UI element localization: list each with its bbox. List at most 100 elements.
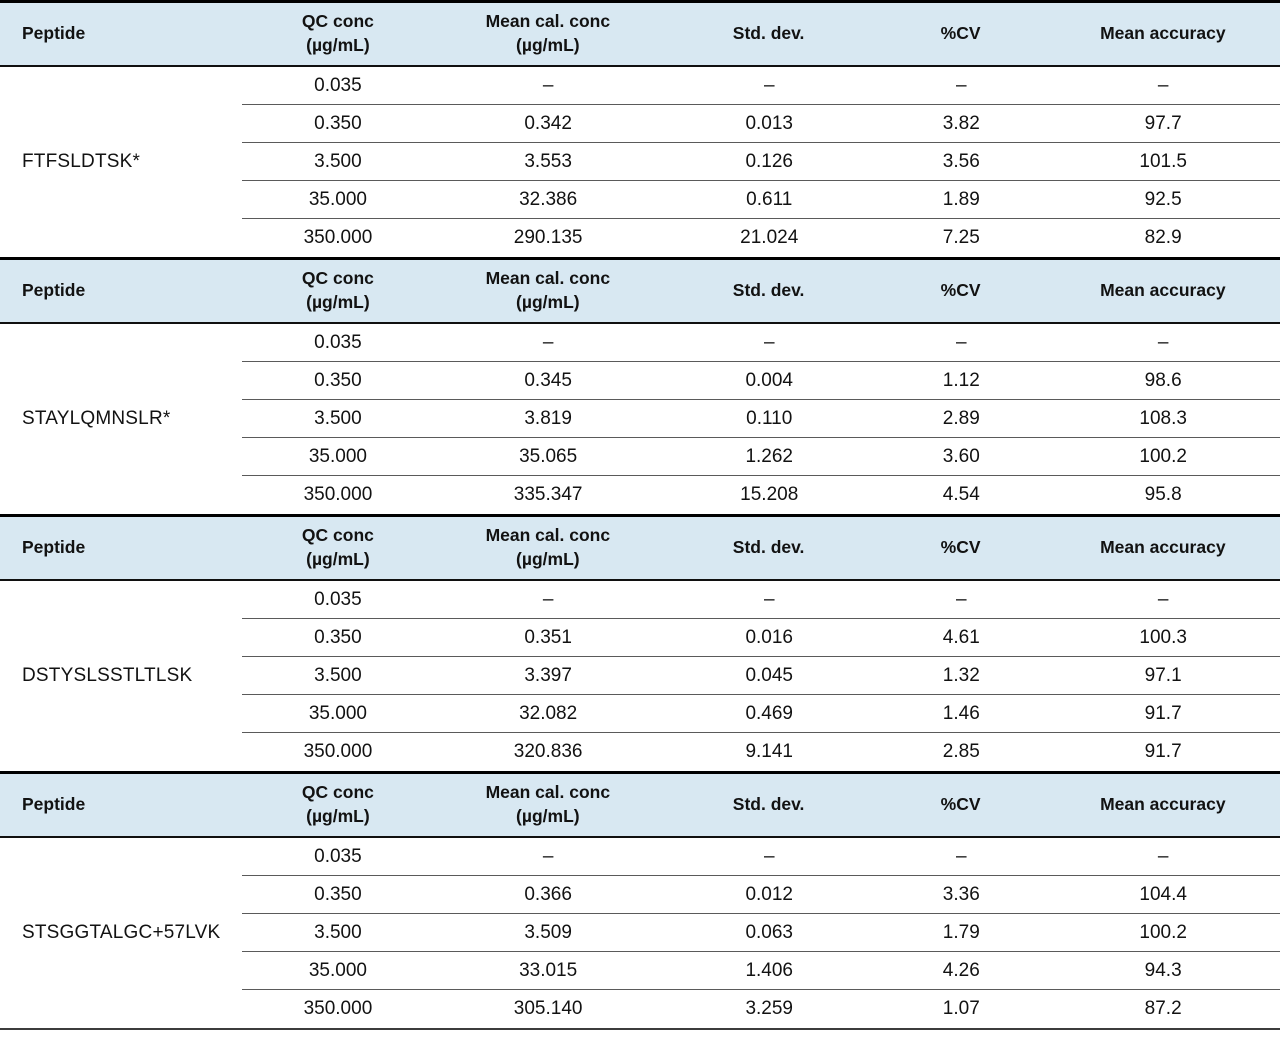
cell-std-dev: 15.208 — [740, 484, 799, 505]
column-header-qc-conc-unit: (µg/mL) — [306, 292, 370, 312]
column-header-mean-accuracy: Mean accuracy — [1100, 794, 1226, 815]
cell-mean-cal-conc: 35.065 — [519, 445, 578, 467]
cell-cv: 2.85 — [942, 741, 980, 762]
cell-cv: 2.89 — [942, 407, 980, 429]
cell-qc-conc: 3.500 — [314, 921, 362, 943]
cell-cv: 4.61 — [942, 626, 980, 648]
table-row: 3.500 3.397 0.045 1.32 97.1 — [241, 657, 1280, 695]
column-header-mean-cal-conc-label: Mean cal. conc — [485, 782, 611, 803]
section-data-rows: 0.035 – – – – 0.350 0.345 0.004 1.12 98.6 3.500 3.8… — [241, 324, 1280, 514]
cell-mean-cal-conc: – — [542, 588, 554, 610]
cell-mean-cal-conc: – — [542, 74, 554, 96]
cell-qc-conc: 3.500 — [314, 407, 362, 429]
cell-mean-accuracy: 94.3 — [1144, 959, 1182, 981]
table-row: 0.350 0.342 0.013 3.82 97.7 — [241, 105, 1280, 143]
cell-qc-conc: 35.000 — [308, 959, 367, 981]
cell-qc-conc: 350.000 — [303, 227, 373, 248]
cell-std-dev: 0.045 — [745, 664, 793, 686]
peptide-name-cell: STSGGTALGC+57LVK — [22, 922, 221, 943]
cell-mean-cal-conc: 3.553 — [524, 150, 572, 172]
cell-mean-accuracy: 98.6 — [1144, 369, 1182, 391]
cell-mean-accuracy: – — [1157, 845, 1169, 867]
column-header-mean-cal-conc: Mean cal. conc (µg/mL) — [434, 524, 662, 571]
column-header-mean-cal-conc-label: Mean cal. conc — [485, 11, 611, 32]
cell-mean-cal-conc: 33.015 — [519, 959, 578, 981]
table-row: 0.035 – – – – — [241, 324, 1280, 362]
column-header-qc-conc: QC conc (µg/mL) — [242, 524, 434, 571]
cell-cv: 3.60 — [942, 445, 980, 467]
cell-cv: 1.89 — [942, 188, 980, 210]
cell-qc-conc: 35.000 — [308, 445, 367, 467]
cell-cv: 3.36 — [942, 883, 980, 905]
cell-mean-accuracy: – — [1157, 74, 1169, 96]
cell-qc-conc: 350.000 — [303, 998, 373, 1019]
cell-mean-accuracy: 95.8 — [1144, 484, 1182, 505]
column-header-qc-conc-unit: (µg/mL) — [306, 549, 370, 569]
table-row: 3.500 3.819 0.110 2.89 108.3 — [241, 400, 1280, 438]
column-header-peptide: Peptide — [22, 23, 86, 44]
cell-qc-conc: 0.035 — [314, 331, 362, 353]
cell-mean-accuracy: 100.2 — [1139, 921, 1187, 943]
cell-cv: – — [955, 588, 967, 610]
table-row: 350.000 290.135 21.024 7.25 82.9 — [242, 219, 1280, 257]
column-header-mean-accuracy: Mean accuracy — [1100, 23, 1226, 44]
cell-cv: 1.32 — [942, 664, 980, 686]
cell-cv: 3.82 — [942, 112, 980, 134]
cell-cv: – — [955, 845, 967, 867]
cell-std-dev: 0.611 — [746, 188, 793, 210]
table-row: 35.000 35.065 1.262 3.60 100.2 — [241, 438, 1280, 476]
table-section: Peptide QC conc (µg/mL) Mean cal. conc (… — [0, 0, 1280, 257]
cell-mean-accuracy: 100.3 — [1139, 626, 1187, 648]
section-header-row: Peptide QC conc (µg/mL) Mean cal. conc (… — [0, 3, 1280, 67]
table-row: 0.350 0.345 0.004 1.12 98.6 — [241, 362, 1280, 400]
section-body: FTFSLDTSK* 0.035 – – – – 0.350 0.342 0.013 3.82 9… — [0, 67, 1280, 257]
cell-cv: 1.79 — [942, 921, 980, 943]
cell-std-dev: 0.012 — [745, 883, 793, 905]
cell-mean-cal-conc: 305.140 — [513, 998, 583, 1019]
cell-std-dev: 0.126 — [745, 150, 793, 172]
cell-qc-conc: 350.000 — [303, 741, 373, 762]
section-body: DSTYSLSSTLTLSK 0.035 – – – – 0.350 0.351 0.016 4… — [0, 581, 1280, 771]
cell-mean-accuracy: 91.7 — [1144, 702, 1182, 724]
column-header-qc-conc-label: QC conc — [301, 268, 374, 289]
cell-mean-cal-conc: 0.351 — [524, 626, 572, 648]
table-row: 350.000 320.836 9.141 2.85 91.7 — [242, 733, 1280, 771]
cell-mean-accuracy: 87.2 — [1144, 998, 1182, 1019]
cell-qc-conc: 35.000 — [308, 702, 367, 724]
cell-mean-accuracy: 92.5 — [1144, 188, 1182, 210]
table-row: 0.350 0.351 0.016 4.61 100.3 — [241, 619, 1280, 657]
section-data-rows: 0.035– – – –0.350 0.342 0.013 3.82 97.7 3.500 3.5… — [241, 67, 1280, 257]
cell-mean-accuracy: 100.2 — [1139, 445, 1187, 467]
column-header-mean-cal-conc-unit: (µg/mL) — [516, 292, 580, 312]
column-header-mean-accuracy: Mean accuracy — [1100, 280, 1226, 301]
column-header-cv: %CV — [940, 794, 981, 815]
column-header-qc-conc: QC conc (µg/mL) — [242, 10, 434, 57]
cell-mean-cal-conc: 335.347 — [513, 484, 583, 505]
cell-mean-accuracy: 97.7 — [1144, 112, 1182, 134]
cell-cv: 3.56 — [942, 150, 980, 172]
column-header-cv: %CV — [940, 280, 981, 301]
cell-std-dev: 0.063 — [745, 921, 793, 943]
table-row: 35.000 32.386 0.611 1.89 92.5 — [241, 181, 1280, 219]
cell-std-dev: 9.141 — [745, 741, 793, 762]
section-body: STSGGTALGC+57LVK 0.035 – – – – 0.350 0.366 0.01… — [0, 838, 1280, 1028]
cell-qc-conc: 0.350 — [314, 112, 362, 134]
column-header-mean-cal-conc: Mean cal. conc (µg/mL) — [434, 781, 662, 828]
table-row: 0.035 – – – – — [241, 581, 1280, 619]
column-header-mean-cal-conc: Mean cal. conc (µg/mL) — [434, 267, 662, 314]
column-header-mean-cal-conc-unit: (µg/mL) — [516, 549, 580, 569]
cell-mean-accuracy: 104.4 — [1139, 883, 1187, 905]
section-header-row: Peptide QC conc (µg/mL) Mean cal. conc (… — [0, 260, 1280, 324]
cell-mean-cal-conc: 32.082 — [519, 702, 578, 724]
cell-std-dev: – — [763, 845, 775, 867]
section-data-rows: 0.035– – – –0.350 0.351 0.016 4.61 100.3 3.500 3.… — [241, 581, 1280, 771]
cell-mean-cal-conc: 32.386 — [519, 188, 578, 210]
column-header-peptide: Peptide — [22, 280, 86, 301]
section-header-row: Peptide QC conc (µg/mL) Mean cal. conc (… — [0, 517, 1280, 581]
column-header-qc-conc: QC conc (µg/mL) — [242, 781, 434, 828]
cell-std-dev: 1.406 — [745, 959, 793, 981]
column-header-mean-cal-conc: Mean cal. conc (µg/mL) — [434, 10, 662, 57]
section-header-row: Peptide QC conc (µg/mL) Mean cal. conc (… — [0, 774, 1280, 838]
cell-mean-accuracy: 108.3 — [1139, 407, 1187, 429]
